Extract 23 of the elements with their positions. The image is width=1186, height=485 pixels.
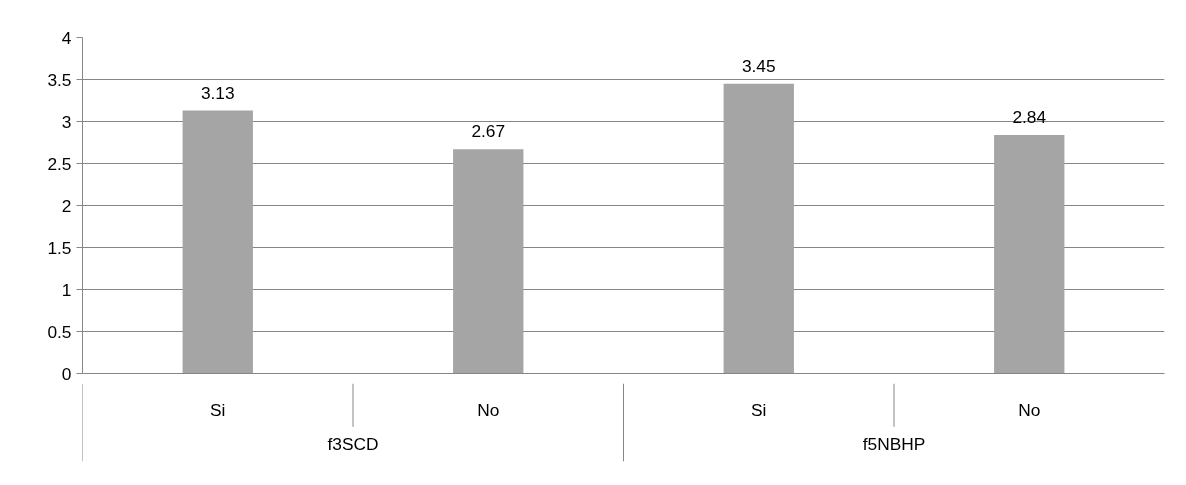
data-label: 2.67 bbox=[471, 121, 506, 142]
y-tick-label: 2 bbox=[61, 195, 72, 216]
y-tick-label: 3 bbox=[61, 111, 72, 132]
y-tick-label: 0 bbox=[61, 363, 72, 384]
data-label: 3.45 bbox=[741, 55, 776, 76]
y-tick-label: 2.5 bbox=[47, 153, 72, 174]
y-tick-label: 0.5 bbox=[47, 321, 72, 342]
data-label: 2.84 bbox=[1012, 106, 1047, 127]
bar bbox=[453, 149, 524, 374]
text: f5NBHP bbox=[862, 434, 926, 455]
y-tick-label: 4 bbox=[61, 27, 72, 48]
y-tick-label: 1.5 bbox=[47, 237, 72, 258]
x-tick-label: No bbox=[1018, 399, 1041, 420]
x-tick-label: Si bbox=[751, 399, 767, 420]
x-tick-label: Si bbox=[210, 399, 226, 420]
y-tick-label: 3.5 bbox=[47, 69, 72, 90]
data-label: 3.13 bbox=[200, 82, 235, 103]
bar bbox=[723, 83, 794, 374]
bar bbox=[182, 110, 253, 374]
text: f3SCD bbox=[327, 434, 379, 455]
y-tick-label: 1 bbox=[61, 279, 72, 300]
x-tick-label: No bbox=[477, 399, 500, 420]
bar bbox=[994, 134, 1065, 374]
